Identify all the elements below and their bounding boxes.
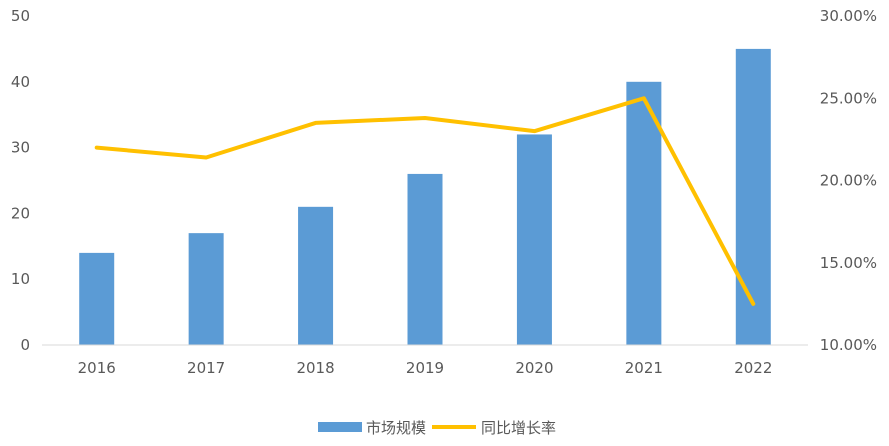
bar-2018 bbox=[298, 206, 334, 345]
right-y-axis: 10.00% 15.00% 20.00% 25.00% 30.00% bbox=[820, 7, 877, 354]
legend-label-bar: 市场规模 bbox=[366, 419, 426, 437]
bar-2020 bbox=[516, 134, 552, 345]
right-y-tick-label: 20.00% bbox=[820, 172, 877, 190]
left-y-axis: 0 10 20 30 40 50 bbox=[11, 7, 30, 354]
line-series bbox=[94, 96, 756, 306]
right-y-tick-label: 30.00% bbox=[820, 7, 877, 25]
x-axis: 2016 2017 2018 2019 2020 2021 2022 bbox=[78, 359, 773, 377]
left-y-tick-label: 50 bbox=[11, 7, 30, 25]
legend-label-line: 同比增长率 bbox=[481, 419, 556, 437]
x-tick-label: 2020 bbox=[515, 359, 553, 377]
bar-2019 bbox=[407, 173, 443, 345]
bar-series bbox=[79, 48, 771, 346]
right-y-tick-label: 25.00% bbox=[820, 89, 877, 107]
right-y-tick-label: 15.00% bbox=[820, 254, 877, 272]
left-y-tick-label: 30 bbox=[11, 139, 30, 157]
x-tick-label: 2016 bbox=[78, 359, 116, 377]
x-tick-label: 2019 bbox=[406, 359, 444, 377]
x-tick-label: 2022 bbox=[734, 359, 772, 377]
bar-2017 bbox=[188, 233, 224, 345]
x-tick-label: 2018 bbox=[296, 359, 334, 377]
right-y-tick-label: 10.00% bbox=[820, 336, 877, 354]
bar-2016 bbox=[79, 252, 115, 345]
bar-2021 bbox=[626, 81, 662, 346]
legend-swatch-bar bbox=[318, 422, 362, 432]
left-y-tick-label: 20 bbox=[11, 204, 30, 222]
x-tick-label: 2017 bbox=[187, 359, 225, 377]
left-y-tick-label: 40 bbox=[11, 73, 30, 91]
legend: 市场规模 同比增长率 bbox=[318, 419, 556, 437]
left-y-tick-label: 0 bbox=[20, 336, 30, 354]
left-y-tick-label: 10 bbox=[11, 270, 30, 288]
bar-2022 bbox=[735, 48, 771, 346]
x-tick-label: 2021 bbox=[625, 359, 663, 377]
